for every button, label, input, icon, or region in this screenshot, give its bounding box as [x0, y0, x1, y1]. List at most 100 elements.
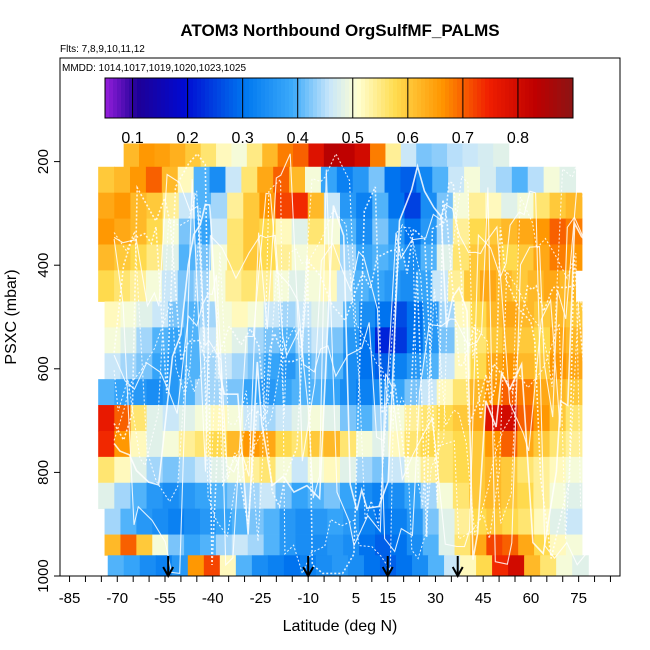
- heatmap-cell: [416, 143, 433, 168]
- heatmap-cell: [327, 534, 344, 556]
- heatmap-cell: [114, 456, 132, 484]
- heatmap-cell: [277, 143, 294, 168]
- heatmap-cell: [130, 482, 148, 510]
- heatmap-cell: [263, 508, 281, 535]
- heatmap-cell: [477, 143, 494, 168]
- colorbar-swatch: [345, 78, 350, 118]
- colorbar-tick-label: 0.1: [121, 130, 143, 147]
- heatmap-cell: [372, 192, 389, 219]
- heatmap-cell: [130, 430, 148, 458]
- heatmap-cell: [452, 456, 470, 484]
- heatmap-cell: [98, 482, 115, 510]
- heatmap-cell: [533, 218, 551, 245]
- heatmap-cell: [104, 327, 122, 354]
- heatmap-cell: [468, 192, 486, 219]
- heatmap-cell: [559, 166, 577, 194]
- heatmap-cell: [262, 143, 279, 168]
- colorbar-swatch: [565, 78, 570, 118]
- heatmap-cell: [352, 166, 370, 194]
- heatmap-cell: [291, 456, 309, 484]
- x-tick-label: -55: [154, 590, 176, 607]
- heatmap-cell: [431, 143, 448, 168]
- heatmap-cell: [231, 301, 249, 328]
- colorbar-swatch: [253, 78, 258, 118]
- colorbar-swatch: [333, 78, 338, 118]
- colorbar-tick-label: 0.7: [452, 130, 474, 147]
- heatmap-cell: [311, 327, 328, 354]
- heatmap-cell: [565, 327, 583, 354]
- heatmap-cell: [517, 456, 535, 484]
- colorbar-swatch: [393, 78, 398, 118]
- colorbar-swatch: [417, 78, 422, 118]
- heatmap-cell: [251, 555, 269, 576]
- heatmap-cell: [178, 482, 196, 510]
- heatmap-cell: [447, 143, 464, 168]
- x-tick-label: 5: [352, 590, 360, 607]
- colorbar-tick-label: 0.8: [507, 130, 529, 147]
- heatmap-cell: [485, 192, 502, 219]
- heatmap-cell: [120, 508, 137, 535]
- heatmap-cell: [508, 555, 525, 576]
- heatmap-cell: [152, 534, 169, 556]
- colorbar-swatch: [541, 78, 546, 118]
- heatmap-cell: [225, 270, 242, 302]
- heatmap-cell: [215, 301, 233, 328]
- heatmap-cell: [323, 143, 340, 168]
- heatmap-cell: [495, 270, 513, 302]
- colorbar-swatch: [269, 78, 274, 118]
- heatmap-cell: [404, 379, 422, 406]
- heatmap-cell: [404, 192, 422, 219]
- heatmap-cell: [231, 353, 249, 380]
- heatmap-cell: [356, 456, 373, 484]
- heatmap-cell: [203, 555, 221, 576]
- flight-track-line: [113, 169, 587, 575]
- x-tick-label: 45: [475, 590, 492, 607]
- heatmap-cell: [263, 534, 281, 556]
- heatmap-cell: [295, 534, 312, 556]
- colorbar-swatch: [405, 78, 410, 118]
- heatmap-cell: [98, 270, 115, 302]
- heatmap-cell: [416, 166, 433, 194]
- heatmap-cell: [406, 508, 424, 535]
- heatmap-cell: [98, 192, 115, 219]
- heatmap-cell: [243, 244, 260, 271]
- x-tick-label: -70: [106, 590, 128, 607]
- heatmap-cell: [436, 456, 454, 484]
- flight-tracks: [113, 152, 594, 575]
- colorbar-tick-label: 0.5: [342, 130, 364, 147]
- heatmap-cell: [225, 166, 242, 194]
- heatmap-cell: [231, 534, 249, 556]
- colorbar-swatch: [161, 78, 166, 118]
- heatmap-cell: [438, 353, 456, 380]
- x-tick-label: 75: [570, 590, 587, 607]
- colorbar-swatch: [341, 78, 346, 118]
- heatmap-cell: [565, 405, 583, 432]
- y-axis-label: PSXC (mbar): [3, 269, 20, 364]
- heatmap-cell: [340, 456, 357, 484]
- colorbar-frame: [104, 77, 574, 119]
- colorbar-swatch: [449, 78, 454, 118]
- heatmap-cell: [540, 555, 557, 576]
- colorbar-swatch: [265, 78, 270, 118]
- heatmap-cell: [452, 430, 470, 458]
- x-tick-label: -40: [202, 590, 224, 607]
- heatmap-cell: [359, 508, 376, 535]
- colorbar-swatch: [293, 78, 298, 118]
- colorbar-swatch: [217, 78, 222, 118]
- colorbar-swatch: [249, 78, 254, 118]
- heatmap-cell: [241, 166, 258, 194]
- heatmap-cell: [485, 379, 502, 406]
- heatmap-cell: [550, 534, 567, 556]
- heatmap-cell: [98, 166, 115, 194]
- heatmap-cell: [194, 482, 212, 510]
- heatmap-cell: [98, 379, 115, 406]
- colorbar-swatch: [501, 78, 506, 118]
- heatmap-cell: [211, 192, 228, 219]
- heatmap-cell: [275, 218, 293, 245]
- heatmap-cell: [114, 270, 131, 302]
- heatmap-cell: [169, 143, 186, 168]
- heatmap-cell: [185, 143, 202, 168]
- heatmap-cell: [114, 482, 132, 510]
- heatmap-cell: [227, 379, 244, 406]
- colorbar-swatch: [413, 78, 418, 118]
